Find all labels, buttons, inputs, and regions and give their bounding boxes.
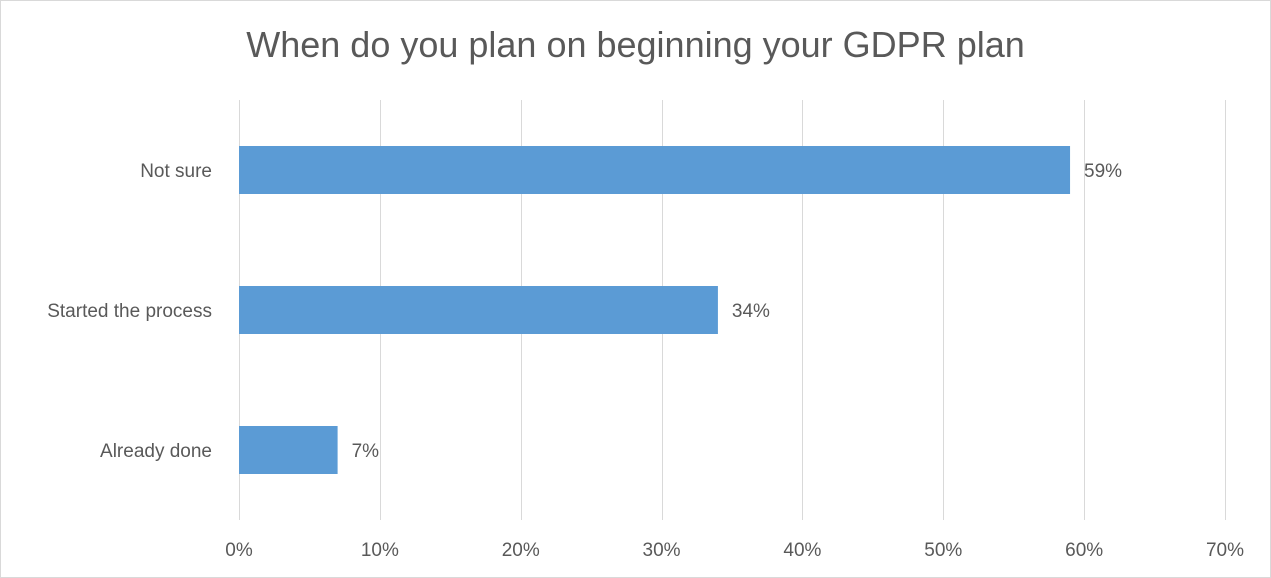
- category-label: Already done: [100, 441, 212, 462]
- chart-title: When do you plan on beginning your GDPR …: [246, 24, 1025, 65]
- x-tick-label: 0%: [225, 540, 253, 561]
- x-tick-label: 30%: [643, 540, 681, 561]
- x-tick-label: 10%: [361, 540, 399, 561]
- data-label: 59%: [1084, 161, 1122, 182]
- category-label: Started the process: [47, 301, 212, 322]
- data-label: 7%: [352, 441, 380, 462]
- x-tick-label: 50%: [924, 540, 962, 561]
- labels: 0% 10% 20% 30% 40% 50% 60% 70% Not sure 59% Starte…: [47, 161, 1244, 561]
- bar: [239, 286, 718, 334]
- bar: [239, 426, 338, 474]
- x-tick-label: 70%: [1206, 540, 1244, 561]
- category-label: Not sure: [140, 161, 212, 182]
- bars: [239, 146, 1071, 474]
- x-tick-label: 40%: [783, 540, 821, 561]
- x-tick-label: 60%: [1065, 540, 1103, 561]
- bar: [239, 146, 1071, 194]
- x-tick-label: 20%: [502, 540, 540, 561]
- data-label: 34%: [732, 301, 770, 322]
